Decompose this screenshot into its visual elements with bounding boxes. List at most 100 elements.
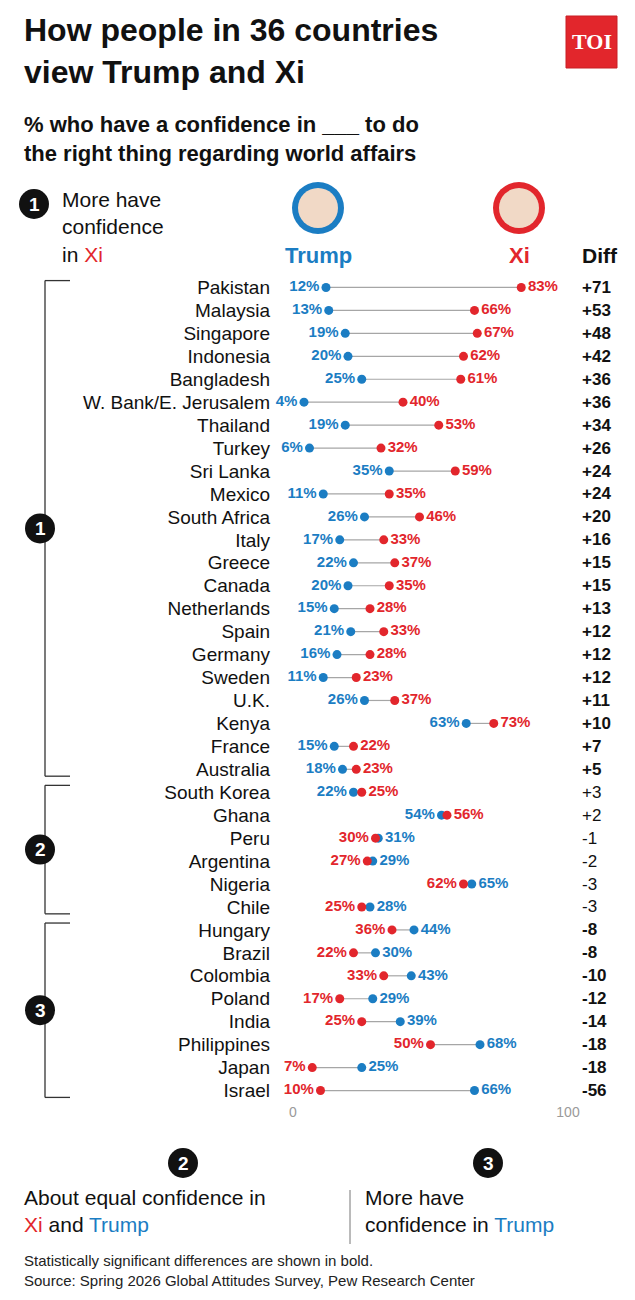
svg-text:3: 3 [35,1000,46,1021]
svg-text:TOI: TOI [572,29,612,54]
svg-text:61%: 61% [467,369,497,386]
svg-text:Greece: Greece [208,552,270,573]
svg-text:Xi: Xi [509,243,530,268]
svg-text:+24: +24 [582,462,611,481]
svg-text:Turkey: Turkey [213,438,271,459]
svg-text:10%: 10% [284,1080,314,1097]
svg-text:4%: 4% [276,392,298,409]
svg-text:19%: 19% [309,415,339,432]
svg-text:+48: +48 [582,324,611,343]
svg-text:46%: 46% [426,507,456,524]
svg-text:11%: 11% [287,484,316,501]
svg-text:About equal confidence inXi an: About equal confidence inXi and Trump [24,1186,266,1236]
svg-text:-3: -3 [582,875,597,894]
svg-text:22%: 22% [317,782,347,799]
svg-text:Diff: Diff [582,244,618,267]
svg-text:32%: 32% [388,438,418,455]
svg-text:20%: 20% [311,346,341,363]
svg-text:Pakistan: Pakistan [197,277,270,298]
svg-text:17%: 17% [303,530,333,547]
svg-text:+26: +26 [582,439,611,458]
svg-text:+12: +12 [582,622,611,641]
svg-text:Japan: Japan [218,1057,270,1078]
svg-text:2: 2 [178,1153,189,1174]
svg-text:1: 1 [29,194,40,215]
svg-text:India: India [229,1011,271,1032]
svg-text:+20: +20 [582,507,611,526]
svg-text:44%: 44% [421,920,451,937]
svg-text:50%: 50% [394,1034,424,1051]
svg-text:33%: 33% [390,530,420,547]
svg-text:0: 0 [289,1104,297,1120]
svg-text:28%: 28% [377,897,407,914]
svg-text:62%: 62% [427,874,457,891]
svg-text:33%: 33% [347,966,377,983]
svg-text:Source: Spring 2026 Global Att: Source: Spring 2026 Global Attitudes Sur… [24,1272,475,1289]
svg-text:+71: +71 [582,278,611,297]
svg-text:-8: -8 [582,920,597,939]
svg-text:+2: +2 [582,806,601,825]
svg-text:43%: 43% [418,966,448,983]
svg-text:26%: 26% [328,507,358,524]
svg-text:South Africa: South Africa [168,507,271,528]
svg-text:Netherlands: Netherlands [168,598,270,619]
svg-text:W. Bank/E. Jerusalem: W. Bank/E. Jerusalem [83,392,270,413]
svg-text:29%: 29% [379,851,409,868]
svg-text:Indonesia: Indonesia [188,346,271,367]
svg-text:22%: 22% [317,943,347,960]
svg-text:25%: 25% [325,369,355,386]
svg-text:How people in 36 countriesview: How people in 36 countriesview Trump and… [24,12,438,90]
svg-text:Italy: Italy [235,530,270,551]
svg-text:25%: 25% [325,897,355,914]
svg-text:30%: 30% [382,943,412,960]
svg-text:17%: 17% [303,989,333,1006]
svg-text:30%: 30% [339,828,369,845]
svg-text:3: 3 [483,1153,494,1174]
svg-text:+36: +36 [582,370,611,389]
svg-text:Kenya: Kenya [216,713,270,734]
svg-text:Sri Lanka: Sri Lanka [190,461,271,482]
svg-text:U.K.: U.K. [233,690,270,711]
svg-text:21%: 21% [314,621,344,638]
svg-text:Australia: Australia [196,759,270,780]
svg-text:13%: 13% [292,300,322,317]
svg-text:+12: +12 [582,645,611,664]
svg-text:-18: -18 [582,1035,607,1054]
svg-text:Israel: Israel [224,1080,270,1101]
svg-text:South Korea: South Korea [164,782,270,803]
svg-text:-18: -18 [582,1058,607,1077]
svg-text:65%: 65% [478,874,508,891]
svg-text:67%: 67% [484,323,514,340]
svg-text:73%: 73% [500,713,530,730]
svg-text:28%: 28% [377,598,407,615]
svg-text:35%: 35% [353,461,383,478]
svg-text:63%: 63% [430,713,460,730]
svg-text:Spain: Spain [221,621,270,642]
svg-text:+15: +15 [582,553,611,572]
svg-text:35%: 35% [396,484,426,501]
svg-text:25%: 25% [368,782,398,799]
svg-text:Argentina: Argentina [189,851,271,872]
svg-text:2: 2 [35,839,46,860]
svg-text:16%: 16% [300,644,330,661]
svg-text:+12: +12 [582,668,611,687]
svg-text:53%: 53% [445,415,475,432]
svg-text:+15: +15 [582,576,611,595]
svg-text:59%: 59% [462,461,492,478]
svg-text:27%: 27% [331,851,361,868]
svg-text:More haveconfidence in Trump: More haveconfidence in Trump [365,1186,554,1236]
svg-text:1: 1 [35,518,46,539]
svg-text:+3: +3 [582,783,601,802]
svg-text:Brazil: Brazil [222,943,270,964]
svg-text:-1: -1 [582,829,597,848]
svg-text:12%: 12% [289,277,319,294]
svg-text:39%: 39% [407,1011,437,1028]
svg-text:Nigeria: Nigeria [210,874,271,895]
svg-text:15%: 15% [298,598,328,615]
svg-text:6%: 6% [281,438,303,455]
svg-text:31%: 31% [385,828,415,845]
svg-text:Colombia: Colombia [190,965,271,986]
svg-text:-12: -12 [582,989,607,1008]
svg-text:68%: 68% [487,1034,517,1051]
svg-text:-2: -2 [582,852,597,871]
